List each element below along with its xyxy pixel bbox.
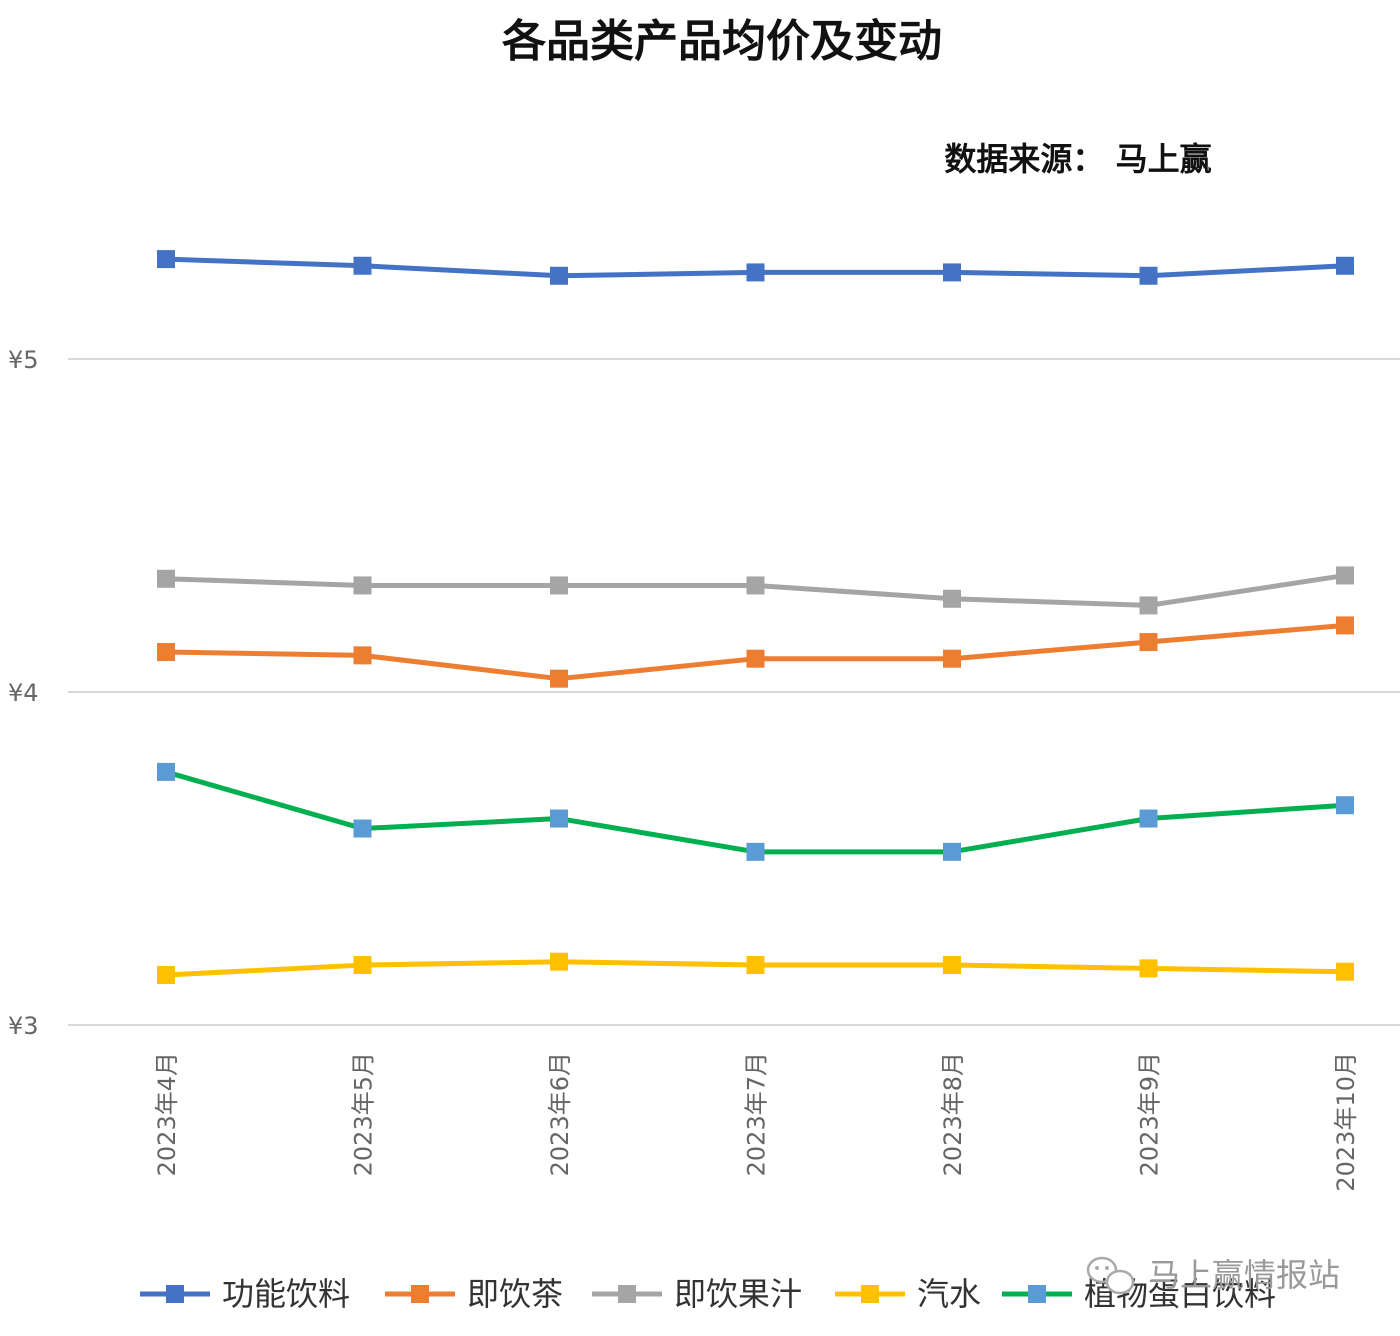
x-tick-label: 2023年8月	[939, 1052, 967, 1176]
series-1	[157, 616, 1354, 688]
series-3	[157, 952, 1354, 985]
data-point	[943, 263, 961, 282]
data-point	[1139, 266, 1158, 285]
data-point	[353, 576, 372, 595]
series-4	[157, 762, 1354, 861]
data-point	[943, 649, 961, 668]
data-point	[353, 646, 372, 665]
data-point	[1336, 566, 1354, 585]
watermark-text: 马上赢情报站	[1148, 1256, 1340, 1294]
gridlines	[68, 358, 1400, 1026]
data-point	[1336, 796, 1354, 815]
data-point	[1139, 633, 1158, 652]
data-point	[943, 956, 961, 975]
x-tick-label: 2023年10月	[1332, 1052, 1360, 1192]
y-tick-label: ¥5	[8, 346, 39, 374]
data-point	[353, 956, 372, 975]
data-point	[157, 643, 175, 662]
legend-label: 功能饮料	[222, 1275, 350, 1313]
legend-marker	[411, 1285, 429, 1303]
data-point	[353, 819, 372, 838]
data-point	[1139, 809, 1158, 828]
legend-item: 即饮茶	[385, 1275, 563, 1313]
data-point	[353, 256, 372, 275]
watermark: 马上赢情报站	[1086, 1256, 1340, 1295]
data-point	[550, 266, 568, 285]
data-point	[1336, 616, 1354, 635]
series-0	[157, 250, 1354, 285]
x-tick-label: 2023年6月	[546, 1052, 574, 1176]
legend-label: 汽水	[917, 1275, 981, 1313]
legend-marker	[618, 1285, 636, 1303]
data-point	[157, 569, 175, 588]
series-line	[163, 769, 1348, 855]
data-point	[157, 966, 175, 985]
data-point	[550, 669, 568, 688]
data-point	[550, 952, 568, 971]
legend-item: 功能饮料	[140, 1275, 350, 1313]
chart-title: 各品类产品均价及变动	[502, 16, 942, 67]
data-point	[1139, 596, 1158, 615]
x-axis-ticks: 2023年4月 2023年5月 2023年6月 2023年7月 2023年8月 2023年…	[153, 1052, 1360, 1192]
data-point	[943, 589, 961, 608]
data-point	[1336, 256, 1354, 275]
x-tick-label: 2023年5月	[350, 1052, 378, 1176]
x-tick-label: 2023年9月	[1136, 1052, 1164, 1176]
series-2	[157, 566, 1354, 615]
data-point	[746, 576, 765, 595]
x-tick-label: 2023年7月	[743, 1052, 771, 1176]
data-point	[1336, 962, 1354, 981]
series-lines	[157, 250, 1354, 985]
legend-marker	[1028, 1285, 1046, 1303]
y-tick-label: ¥3	[8, 1012, 39, 1040]
wechat-icon	[1086, 1256, 1135, 1295]
data-point	[157, 762, 175, 781]
data-point	[746, 649, 765, 668]
legend-label: 即饮果汁	[674, 1275, 802, 1313]
legend-item: 汽水	[835, 1275, 981, 1313]
data-point	[746, 263, 765, 282]
source-note: 数据来源： 马上赢	[944, 140, 1211, 178]
data-point	[943, 842, 961, 861]
x-tick-label: 2023年4月	[153, 1052, 181, 1176]
legend-label: 即饮茶	[467, 1275, 563, 1313]
data-point	[1139, 959, 1158, 978]
data-point	[550, 576, 568, 595]
y-tick-label: ¥4	[8, 679, 39, 707]
data-point	[550, 809, 568, 828]
legend-marker	[861, 1285, 879, 1303]
data-point	[746, 956, 765, 975]
y-axis-ticks: ¥3 ¥4 ¥5	[8, 346, 39, 1040]
data-point	[746, 842, 765, 861]
data-point	[157, 250, 175, 269]
legend-item: 即饮果汁	[592, 1275, 802, 1313]
legend: 功能饮料 即饮茶 即饮果汁 汽水 植物蛋白饮料	[140, 1275, 1276, 1313]
legend-marker	[166, 1285, 184, 1303]
